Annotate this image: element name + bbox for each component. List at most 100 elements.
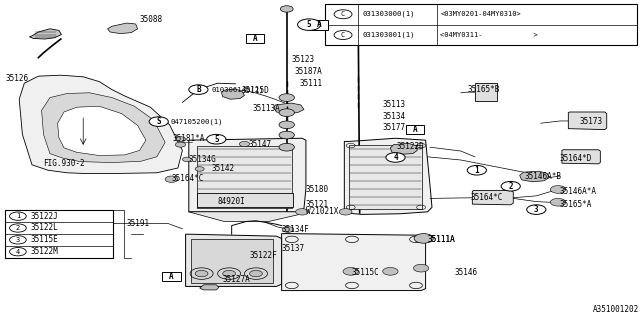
Text: A351001202: A351001202: [593, 305, 639, 314]
Polygon shape: [274, 103, 304, 114]
Bar: [163, 272, 180, 281]
Bar: [406, 125, 424, 134]
Circle shape: [207, 134, 226, 144]
Text: 031303000(1): 031303000(1): [362, 11, 415, 18]
Circle shape: [501, 181, 520, 191]
Polygon shape: [520, 171, 549, 182]
Bar: [310, 20, 328, 29]
Text: 35177: 35177: [383, 123, 406, 132]
Text: 35181*A: 35181*A: [173, 134, 205, 143]
Circle shape: [550, 186, 566, 193]
Circle shape: [279, 143, 294, 151]
FancyBboxPatch shape: [191, 239, 273, 283]
Text: 35137: 35137: [282, 244, 305, 253]
Text: S: S: [156, 117, 161, 126]
Text: 4: 4: [16, 249, 20, 255]
Circle shape: [279, 109, 294, 116]
Text: 35115C: 35115C: [352, 268, 380, 277]
Text: 010306140(2): 010306140(2): [211, 86, 264, 93]
Polygon shape: [19, 75, 182, 173]
FancyBboxPatch shape: [325, 4, 637, 45]
Text: W21021X: W21021X: [306, 207, 339, 216]
Circle shape: [467, 165, 486, 175]
Text: 35134: 35134: [383, 112, 406, 121]
Text: 35146: 35146: [454, 268, 477, 277]
Circle shape: [343, 268, 358, 275]
Circle shape: [149, 117, 168, 126]
Text: 047105200(1): 047105200(1): [170, 118, 223, 125]
Polygon shape: [562, 150, 600, 164]
Text: 35111A: 35111A: [428, 236, 455, 244]
Text: 35088: 35088: [140, 15, 163, 24]
Text: 35164*C: 35164*C: [172, 174, 204, 183]
Polygon shape: [29, 29, 61, 39]
Text: <04MY0311-            >: <04MY0311- >: [440, 32, 538, 38]
Text: A: A: [252, 34, 257, 43]
Text: 35122M: 35122M: [31, 247, 58, 256]
Polygon shape: [221, 89, 244, 99]
Text: 1: 1: [474, 166, 479, 175]
Text: 35165*B: 35165*B: [467, 85, 500, 94]
Circle shape: [280, 6, 293, 12]
Polygon shape: [472, 190, 513, 205]
Text: 35165*A: 35165*A: [560, 200, 593, 209]
Text: 031303001(1): 031303001(1): [362, 32, 415, 38]
Text: A: A: [169, 272, 174, 281]
Polygon shape: [189, 138, 306, 212]
Text: 5: 5: [307, 20, 312, 29]
FancyBboxPatch shape: [349, 145, 422, 209]
Text: 2: 2: [508, 182, 513, 191]
Circle shape: [250, 270, 262, 277]
Circle shape: [414, 234, 433, 243]
Text: 2: 2: [16, 225, 20, 231]
Circle shape: [279, 131, 294, 139]
FancyBboxPatch shape: [475, 83, 497, 101]
Circle shape: [282, 227, 294, 232]
Circle shape: [339, 209, 352, 215]
Text: FIG.930-2: FIG.930-2: [44, 159, 85, 168]
Text: 35191: 35191: [127, 219, 150, 228]
Text: B: B: [196, 85, 201, 94]
Text: 35113: 35113: [383, 100, 406, 109]
Text: 35122D: 35122D: [397, 142, 424, 151]
Text: 84920I: 84920I: [218, 197, 245, 206]
Text: 35123: 35123: [291, 55, 314, 64]
FancyBboxPatch shape: [197, 146, 292, 208]
Polygon shape: [390, 143, 417, 154]
Polygon shape: [282, 234, 426, 291]
Polygon shape: [186, 234, 282, 286]
Circle shape: [413, 264, 429, 272]
Text: 35147: 35147: [248, 140, 271, 149]
Text: 3: 3: [16, 237, 20, 243]
Text: 35146A*A: 35146A*A: [560, 188, 597, 196]
Circle shape: [550, 198, 566, 206]
Text: C: C: [341, 32, 345, 38]
Circle shape: [175, 137, 186, 142]
Polygon shape: [58, 106, 146, 156]
Polygon shape: [189, 212, 300, 221]
Text: 4: 4: [393, 153, 398, 162]
Circle shape: [223, 270, 236, 277]
Text: 35122L: 35122L: [31, 223, 58, 233]
Circle shape: [182, 157, 191, 162]
Text: 5: 5: [214, 135, 219, 144]
Circle shape: [279, 121, 294, 129]
Text: C: C: [341, 11, 345, 17]
Text: 35164*D: 35164*D: [560, 154, 593, 163]
Circle shape: [175, 142, 186, 147]
Circle shape: [298, 19, 321, 30]
Text: <03MY0201-04MY0310>: <03MY0201-04MY0310>: [440, 11, 521, 17]
Text: 35115E: 35115E: [31, 235, 58, 244]
Text: 35126: 35126: [5, 74, 28, 83]
FancyBboxPatch shape: [5, 210, 113, 258]
Circle shape: [195, 167, 204, 171]
Polygon shape: [344, 138, 432, 214]
Polygon shape: [42, 93, 165, 163]
Circle shape: [239, 141, 250, 147]
Circle shape: [527, 205, 546, 214]
Text: A: A: [316, 20, 321, 29]
Text: 35134G: 35134G: [189, 156, 216, 164]
Circle shape: [386, 153, 405, 162]
Text: 35111A: 35111A: [428, 236, 455, 244]
Polygon shape: [568, 112, 607, 130]
